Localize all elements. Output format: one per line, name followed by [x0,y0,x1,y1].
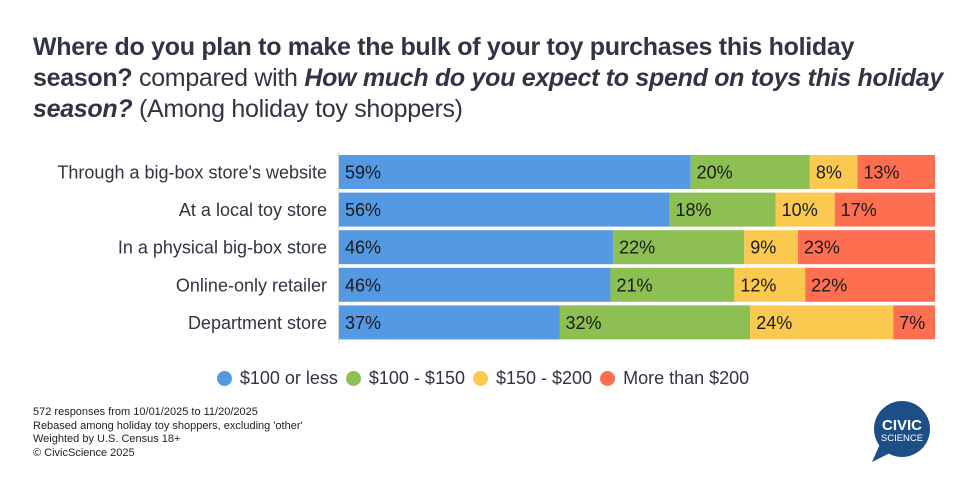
data-label: 32% [566,313,602,333]
category-label: Department store [188,313,327,333]
legend-label: $100 or less [239,368,338,388]
data-label: 9% [750,238,776,258]
bar-segment [775,192,835,227]
logo-text-science: SCIENCE [881,433,923,444]
category-label: At a local toy store [179,200,327,220]
data-label: 20% [697,163,733,183]
stacked-bar-chart: Through a big-box store's website 59% 20% 8… [57,152,935,343]
data-label: 46% [345,238,381,258]
data-label: 46% [345,275,381,295]
title-population: (Among holiday toy shoppers) [132,95,463,123]
bar-segment [805,267,935,302]
bar-segment [610,267,735,302]
footnote-rebased: Rebased among holiday toy shoppers, excl… [33,419,303,432]
bar-segment [339,305,560,340]
legend-dot [600,371,616,386]
bar-segment [857,155,935,189]
data-label: 37% [345,313,381,333]
logo-speech-bubble [874,401,930,457]
bar-segment [834,192,935,227]
data-label: 18% [675,200,711,220]
title-question-2: How much do you expect to spend on toys … [33,64,943,123]
footnotes: 572 responses from 10/01/2025 to 11/20/2… [33,406,303,460]
bar-segment [339,230,614,265]
bar-segment [750,305,894,340]
data-label: 13% [864,163,900,183]
legend-dot [216,371,232,386]
logo-text-civic: CIVIC [882,417,922,434]
data-label: 56% [345,200,381,220]
bar-segment [613,230,745,265]
category-label: In a physical big-box store [118,238,327,258]
data-label: 22% [811,275,847,295]
footnote-responses: 572 responses from 10/01/2025 to 11/20/2… [33,406,258,418]
data-label: 59% [345,163,381,183]
logo-bubble-tail [872,444,892,462]
title-question-1: Where do you plan to make the bulk of yo… [33,33,855,92]
bar-segment [734,267,806,302]
bar-segment [669,192,776,227]
legend-item: More than $200 [600,368,749,389]
legend-item: $100 - $150 [345,368,465,389]
bar-segment [809,155,858,189]
legend-label: $150 - $200 [495,368,593,388]
bar-segment [797,230,935,265]
title-connector: compared with [132,64,305,92]
data-label: 24% [756,313,792,333]
legend-label: More than $200 [623,368,750,388]
bar-segment [893,305,935,340]
data-label: 21% [616,275,652,295]
legend-item: $100 or less [216,368,338,389]
bar-segment [339,155,691,189]
data-label: 17% [841,200,877,220]
category-label: Through a big-box store's website [57,163,327,183]
footnote-weighted: Weighted by U.S. Census 18+ [33,433,181,445]
category-label: Online-only retailer [176,275,327,295]
data-label: 23% [804,238,840,258]
legend: $100 or less $100 - $150 $150 - $200 Mor… [0,368,966,389]
data-label: 8% [816,163,842,183]
civicscience-logo: CIVIC SCIENCE [872,401,930,462]
legend-dot [345,371,361,386]
data-label: 10% [782,200,818,220]
legend-item: $150 - $200 [472,368,593,389]
footnote-copyright: © CivicScience 2025 [33,446,135,459]
data-label: 22% [619,238,655,258]
bar-segment [339,267,611,302]
data-label: 12% [740,275,776,295]
chart-title: Where do you plan to make the bulk of yo… [33,32,953,125]
bar-segment [690,155,810,189]
legend-label: $100 - $150 [368,368,465,388]
legend-dot [472,371,488,386]
data-label: 7% [899,313,925,333]
bar-segment [559,305,751,340]
bar-segment [339,192,670,227]
bar-segment [744,230,798,265]
